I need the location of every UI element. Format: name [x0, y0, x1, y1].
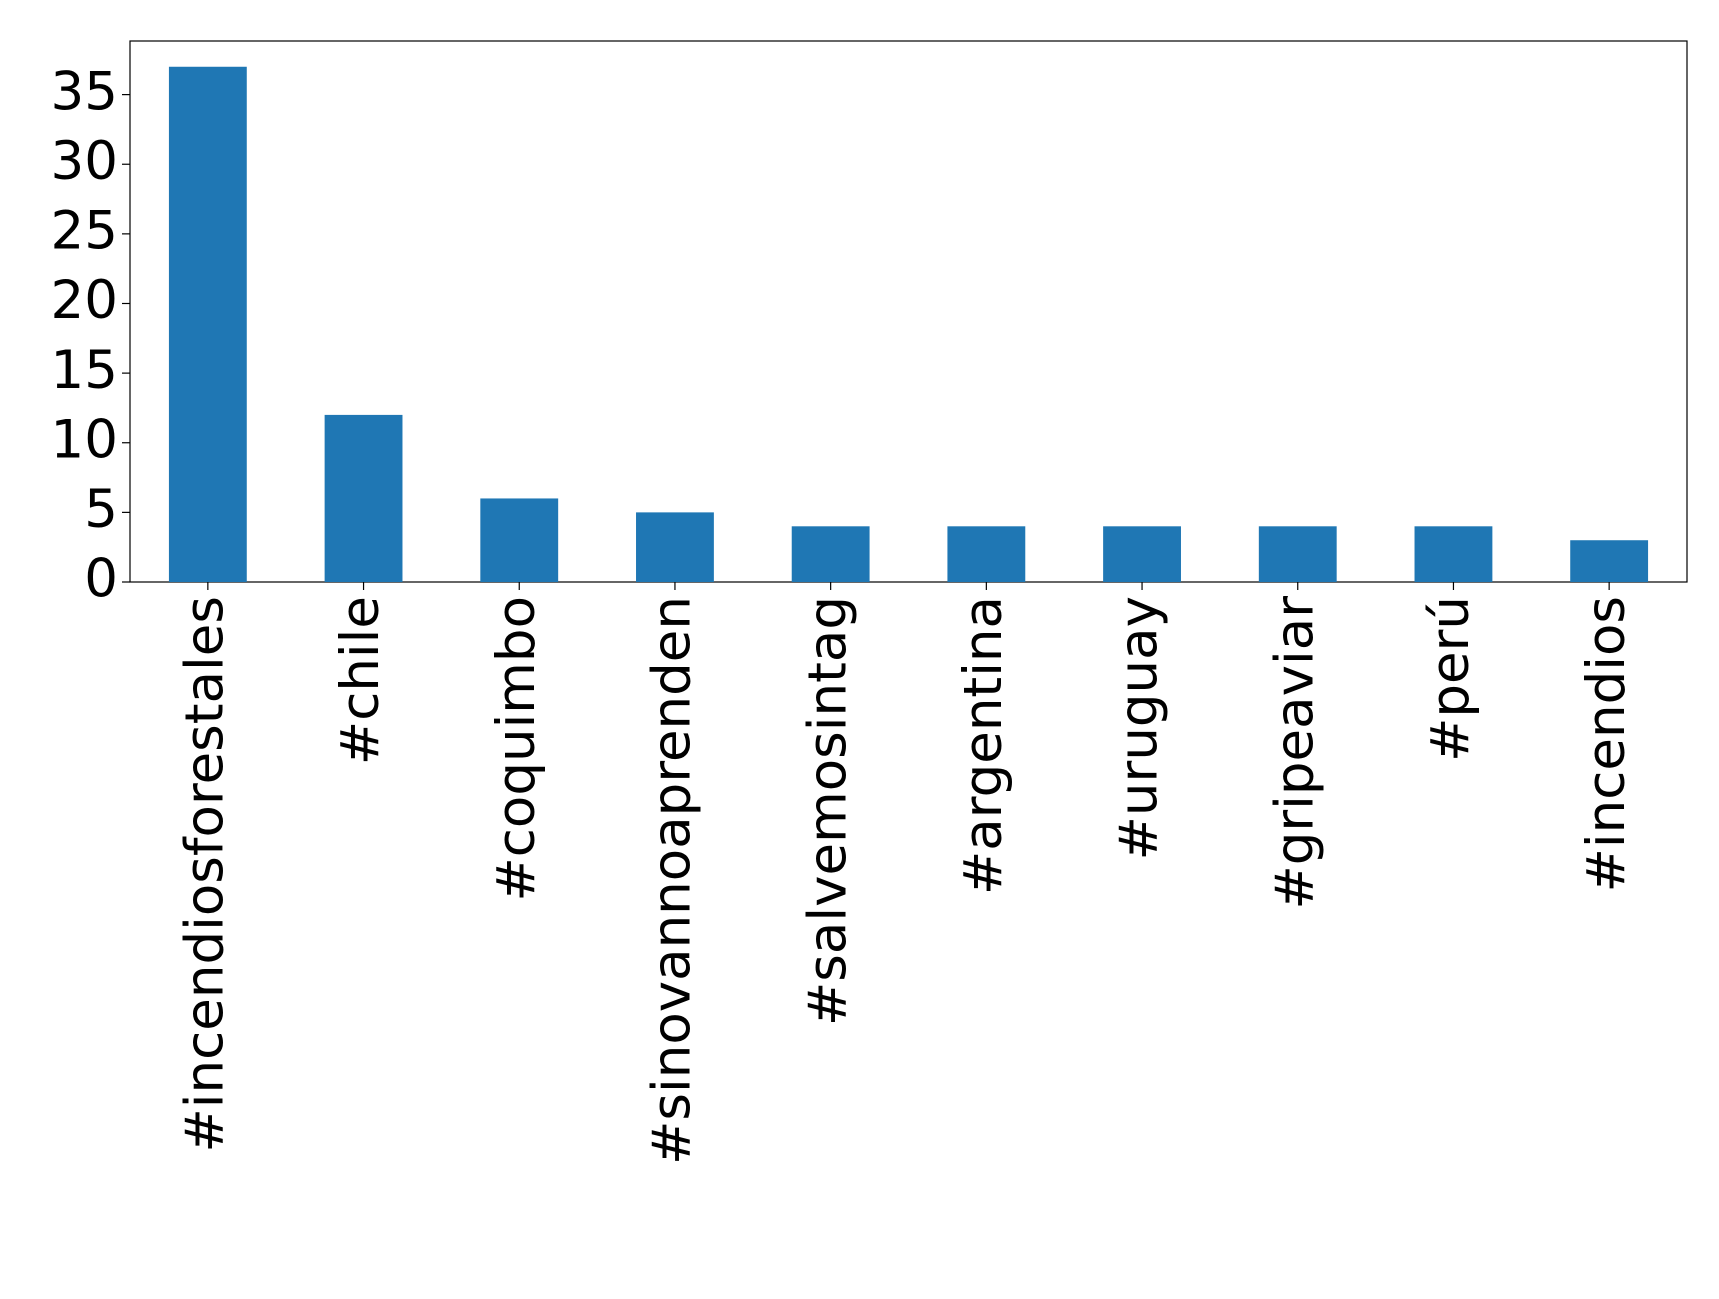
- x-tick-label: #salvemosintag: [797, 596, 858, 1026]
- bar: [947, 526, 1026, 582]
- bar: [324, 414, 403, 582]
- bar: [1570, 540, 1649, 582]
- y-tick-label: 25: [51, 201, 118, 262]
- bar: [480, 498, 559, 582]
- x-tick-label: #incendiosforestales: [174, 596, 235, 1153]
- x-tick-label: #uruguay: [1109, 596, 1170, 860]
- y-tick-label: 35: [51, 61, 118, 122]
- bar: [1258, 526, 1337, 582]
- bar: [636, 512, 714, 582]
- y-tick-label: 20: [51, 270, 118, 331]
- bar: [1414, 526, 1493, 582]
- x-tick-label: #coquimbo: [486, 596, 547, 902]
- y-tick-label: 10: [51, 409, 118, 470]
- x-tick-label: #gripeaviar: [1264, 596, 1325, 910]
- x-tick-label: #incendios: [1576, 596, 1637, 892]
- y-tick-label: 0: [84, 549, 118, 610]
- plot-frame: [129, 40, 1688, 583]
- x-tick-label: #sinovannoaprenden: [642, 596, 703, 1165]
- x-tick-label: #chile: [330, 596, 391, 765]
- bar: [791, 526, 870, 582]
- y-tick-label: 5: [84, 479, 118, 540]
- x-tick-label: #perú: [1420, 596, 1481, 762]
- x-tick-label: #argentina: [953, 596, 1014, 895]
- y-tick-label: 30: [51, 131, 118, 192]
- bar: [168, 66, 247, 582]
- bar: [1103, 526, 1181, 582]
- y-tick-label: 15: [51, 340, 118, 401]
